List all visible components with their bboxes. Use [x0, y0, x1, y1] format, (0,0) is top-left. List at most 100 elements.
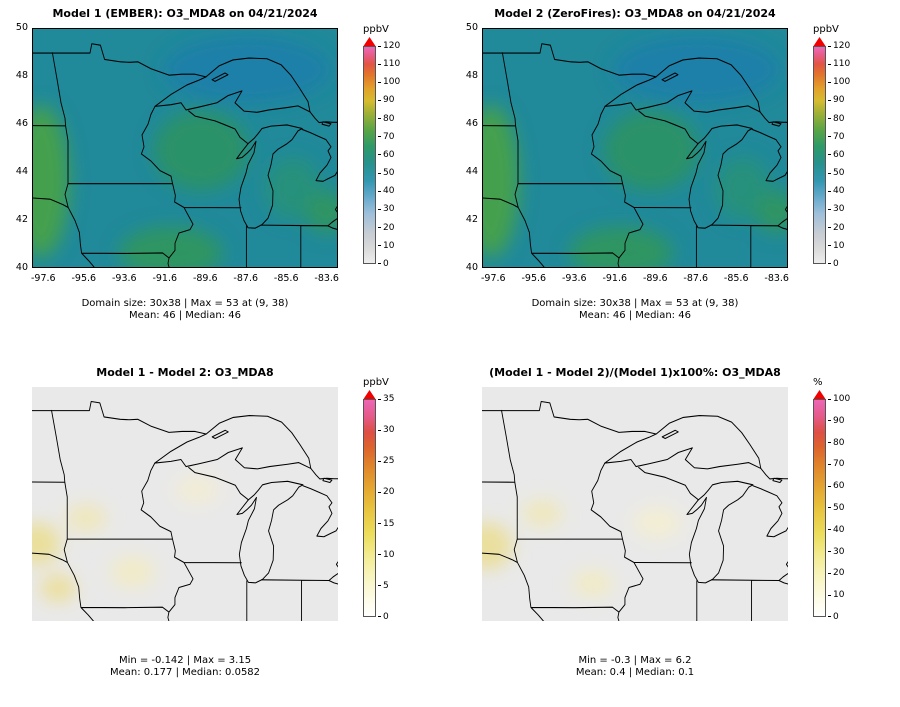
x-tick-label: -91.6 [602, 273, 628, 284]
x-tick-label: -89.6 [192, 273, 218, 284]
colorbar-body: 0 10 20 30 40 50 60 70 80 90 100 110 120 [813, 41, 888, 269]
colorbar: ppbV 0 10 20 30 40 50 60 70 80 90 100 110 120 [813, 24, 888, 269]
map-plot-area [32, 387, 338, 621]
field-blobs [33, 36, 337, 267]
tick-label: 40 [833, 186, 845, 197]
panel-difference-map: Model 1 - Model 2: O3_MDA8 ppbV [0, 353, 450, 707]
map-svg [33, 29, 337, 267]
colorbar-tick: 0 [828, 259, 850, 269]
tick-label: 120 [833, 41, 851, 51]
colorbar-overflow-arrow-icon [813, 37, 826, 46]
tick-mark [828, 245, 831, 247]
tick-mark [828, 507, 831, 509]
tick-label: 5 [383, 580, 389, 591]
stats-line-1: Domain size: 30x38 | Max = 53 at (9, 38) [531, 298, 739, 309]
colorbar-tick: 40 [828, 186, 850, 196]
x-tick-label: -83.6 [764, 273, 789, 284]
colorbar-overflow-arrow-icon [363, 37, 376, 46]
colorbar-unit-label: ppbV [363, 377, 389, 388]
field-blob [33, 105, 69, 258]
field-blob [569, 226, 673, 267]
x-axis-tick-labels: -97.6 -95.6 -93.6 -91.6 -89.6 -87.6 -85.6 -83.6 [480, 273, 790, 284]
tick-mark [378, 136, 381, 138]
colorbar-tick: 5 [378, 581, 394, 591]
x-tick-label: -85.6 [273, 273, 299, 284]
tick-mark [378, 45, 381, 47]
colorbar-tick: 110 [828, 59, 850, 69]
colorbar-tick: 0 [378, 259, 400, 269]
field-blob [602, 109, 699, 191]
tick-label: 30 [833, 546, 845, 557]
colorbar-tick: 10 [828, 590, 850, 600]
colorbar-tick: 0 [378, 612, 394, 622]
field-blob [119, 226, 223, 267]
colorbar-body: 0 10 20 30 40 50 60 70 80 90 100 110 120 [363, 41, 438, 269]
x-tick-label: -95.6 [521, 273, 547, 284]
tick-label: 10 [833, 240, 845, 251]
colorbar-tick-labels: 0 10 20 30 40 50 60 70 80 90 100 110 120 [828, 41, 850, 269]
x-tick-label: -87.6 [233, 273, 259, 284]
tick-label: 50 [833, 502, 845, 513]
map-plot-area [482, 387, 788, 621]
tick-mark [378, 245, 381, 247]
tick-mark [378, 429, 381, 431]
tick-mark [828, 442, 831, 444]
tick-mark [378, 491, 381, 493]
tick-mark [828, 572, 831, 574]
tick-label: 50 [383, 168, 395, 179]
y-tick-label: 48 [15, 70, 28, 81]
field-blob [572, 569, 613, 598]
colorbar-tick-labels: 0 5 10 15 20 25 30 35 [378, 394, 394, 622]
tick-mark [828, 594, 831, 596]
tick-label: 100 [833, 77, 851, 88]
x-tick-label: -93.6 [111, 273, 137, 284]
tick-label: 110 [833, 59, 851, 70]
colorbar-tick: 50 [378, 168, 400, 178]
tick-mark [828, 63, 831, 65]
colorbar-tick: 20 [828, 223, 850, 233]
colorbar-body: 0 5 10 15 20 25 30 35 [363, 394, 438, 622]
tick-label: 20 [383, 222, 395, 233]
x-tick-label: -91.6 [152, 273, 178, 284]
colorbar: ppbV 0 5 10 15 20 25 30 35 [363, 377, 438, 622]
colorbar-tick: 30 [378, 425, 394, 435]
tick-mark [828, 136, 831, 138]
tick-mark [828, 45, 831, 47]
colorbar-tick: 10 [828, 241, 850, 251]
map-plot-area [482, 28, 788, 268]
colorbar-gradient [363, 399, 376, 617]
tick-mark [828, 208, 831, 210]
tick-label: 0 [383, 611, 389, 622]
tick-label: 0 [833, 611, 839, 622]
tick-label: 40 [833, 524, 845, 535]
tick-label: 120 [383, 41, 401, 51]
field-blob [110, 555, 155, 589]
tick-label: 70 [833, 131, 845, 142]
colorbar-tick: 35 [378, 394, 394, 404]
panel-title: Model 1 - Model 2: O3_MDA8 [96, 366, 274, 379]
tick-mark [378, 227, 381, 229]
field-blob [163, 36, 332, 103]
tick-label: 30 [383, 425, 395, 436]
tick-label: 50 [833, 168, 845, 179]
stats-line-1: Min = -0.142 | Max = 3.15 [118, 655, 252, 666]
x-tick-label: -85.6 [723, 273, 749, 284]
tick-mark [378, 172, 381, 174]
colorbar-tick: 70 [828, 132, 850, 142]
tick-mark [378, 99, 381, 101]
x-tick-label: -89.6 [642, 273, 668, 284]
colorbar-tick: 70 [828, 459, 850, 469]
colorbar-tick: 110 [378, 59, 400, 69]
map-svg [482, 387, 788, 621]
tick-mark [378, 208, 381, 210]
panel-model2-map: Model 2 (ZeroFires): O3_MDA8 on 04/21/20… [450, 0, 900, 353]
stats-line-2: Mean: 0.4 | Median: 0.1 [575, 666, 695, 678]
colorbar-gradient [813, 46, 826, 264]
colorbar-tick: 10 [378, 550, 394, 560]
tick-mark [828, 99, 831, 101]
field-blob [32, 522, 61, 565]
colorbar-overflow-arrow-icon [363, 390, 376, 399]
tick-mark [828, 485, 831, 487]
colorbar-tick: 0 [828, 612, 850, 622]
y-tick-label: 44 [15, 166, 28, 177]
